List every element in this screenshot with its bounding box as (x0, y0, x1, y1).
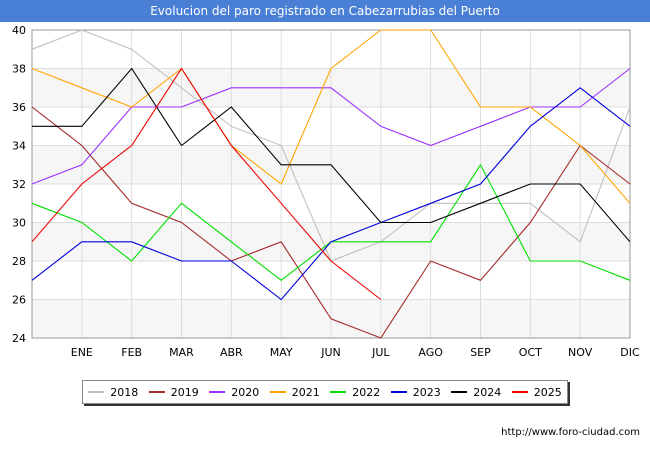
x-tick-label: SEP (470, 346, 491, 359)
x-tick-label: ENE (71, 346, 93, 359)
line-chart: 24 26 28 30 32 34 36 38 40 ENE FEB MAR ABR MAY JUN JUL… (12, 24, 640, 359)
legend-entry-2021: 2021 (269, 385, 320, 399)
legend-label: 2021 (291, 385, 320, 399)
legend-swatch (209, 391, 226, 393)
legend-label: 2019 (170, 385, 199, 399)
x-tick-label: MAY (270, 346, 293, 359)
legend-entry-2018: 2018 (88, 386, 138, 399)
y-tick-label: 24 (12, 332, 26, 345)
x-tick-label: ABR (220, 346, 243, 359)
legend-label: 2023 (412, 385, 441, 399)
series-line-2023 (31, 87, 631, 301)
legend-entry-2025: 2025 (511, 385, 562, 399)
y-tick-label: 30 (12, 217, 26, 230)
series-line-2019 (31, 106, 631, 339)
y-tick-label: 32 (12, 178, 26, 191)
x-tick-label: AGO (418, 346, 443, 359)
y-tick-label: 40 (12, 24, 26, 37)
legend-swatch (269, 391, 286, 393)
series-line-2021 (31, 29, 631, 204)
series-line-2025 (31, 67, 382, 300)
legend-entry-2022: 2022 (330, 386, 380, 399)
x-tick-label: MAR (169, 346, 194, 359)
legend-label: 2018 (110, 385, 139, 399)
legend-entry-2024: 2024 (451, 386, 501, 399)
y-tick-label: 38 (12, 63, 26, 76)
x-tick-label: JUL (371, 346, 390, 359)
x-tick-label: NOV (568, 346, 593, 359)
legend-entry-2020: 2020 (209, 386, 259, 399)
legend-swatch (390, 391, 407, 393)
legend-entry-2019: 2019 (148, 385, 199, 399)
source-credit: http://www.foro-ciudad.com (501, 427, 640, 438)
legend-entry-2023: 2023 (390, 385, 441, 399)
series-line-2024 (32, 67, 631, 243)
y-tick-label: 36 (12, 101, 26, 114)
x-tick-label: DIC (620, 346, 640, 359)
x-tick-label: OCT (519, 346, 542, 359)
y-tick-label: 28 (12, 255, 26, 268)
legend: 2018 2019 2020 2021 2022 2023 2024 2025 (82, 380, 568, 404)
y-tick-label: 26 (12, 294, 26, 307)
legend-swatch (451, 391, 468, 393)
legend-swatch (88, 391, 105, 393)
legend-swatch (330, 391, 347, 393)
x-tick-label: FEB (121, 346, 142, 359)
y-tick-label: 34 (12, 140, 26, 153)
legend-label: 2020 (231, 385, 260, 399)
x-tick-label: JUN (320, 346, 341, 359)
legend-label: 2025 (533, 385, 562, 399)
legend-swatch (511, 391, 528, 393)
legend-swatch (148, 391, 165, 393)
legend-label: 2024 (473, 385, 502, 399)
chart-title: Evolucion del paro registrado en Cabezar… (0, 0, 650, 22)
legend-label: 2022 (352, 385, 381, 399)
